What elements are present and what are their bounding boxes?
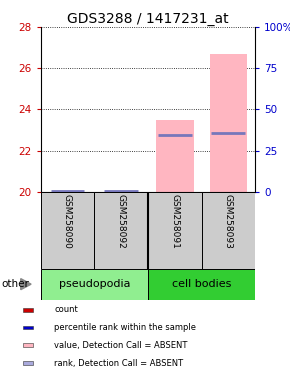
Text: percentile rank within the sample: percentile rank within the sample	[54, 323, 196, 332]
Bar	[210, 54, 247, 192]
Bar	[148, 192, 202, 269]
Text: GSM258091: GSM258091	[170, 194, 179, 249]
Text: value, Detection Call = ABSENT: value, Detection Call = ABSENT	[54, 341, 188, 350]
Bar	[23, 343, 33, 347]
Text: GSM258093: GSM258093	[224, 194, 233, 249]
Bar	[148, 269, 255, 300]
Bar	[41, 192, 94, 269]
Bar	[94, 192, 148, 269]
Polygon shape	[21, 279, 31, 290]
Text: other: other	[1, 279, 29, 289]
Bar	[156, 120, 193, 192]
Text: pseudopodia: pseudopodia	[59, 279, 130, 289]
Title: GDS3288 / 1417231_at: GDS3288 / 1417231_at	[67, 12, 229, 26]
Bar	[202, 192, 255, 269]
Text: rank, Detection Call = ABSENT: rank, Detection Call = ABSENT	[54, 359, 183, 367]
Bar	[23, 308, 33, 312]
Bar	[23, 361, 33, 365]
Text: GSM258090: GSM258090	[63, 194, 72, 249]
Bar	[41, 269, 148, 300]
Text: count: count	[54, 305, 78, 314]
Text: GSM258092: GSM258092	[117, 194, 126, 249]
Bar	[23, 326, 33, 329]
Text: cell bodies: cell bodies	[172, 279, 231, 289]
